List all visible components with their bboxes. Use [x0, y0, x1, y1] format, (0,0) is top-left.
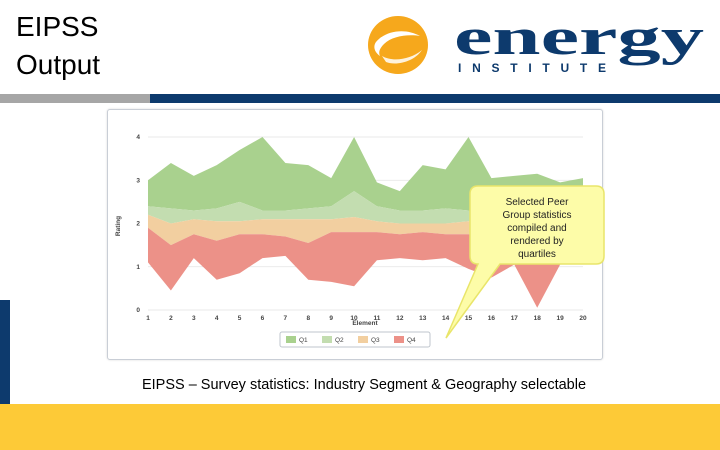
x-tick-label: 17	[511, 315, 519, 322]
legend-swatch-q4	[394, 336, 404, 343]
x-tick-label: 12	[396, 315, 404, 322]
chart-panel: 0 1 2 3 4 1 2 3 4 5 6 7 8 9 10 11 12 13 14 15 16 17 18 19 20 Rat…	[107, 109, 603, 360]
slide-title-line1: EIPSS	[16, 11, 99, 42]
y-axis-label: Rating	[115, 216, 122, 236]
x-tick-label: 10	[350, 315, 358, 322]
y-tick-label: 2	[136, 221, 140, 228]
chart-legend: Q1 Q2 Q3 Q4	[279, 331, 431, 348]
y-tick-label: 1	[136, 264, 140, 271]
x-tick-label: 18	[534, 315, 542, 322]
header-divider-navy	[150, 94, 720, 103]
slide-title: EIPSS Output	[16, 8, 156, 84]
y-tick-label: 3	[136, 177, 140, 184]
legend-box	[279, 331, 431, 348]
legend-label-q2: Q2	[335, 337, 344, 344]
legend-swatch-q2	[322, 336, 332, 343]
y-tick-label: 0	[136, 307, 140, 314]
left-accent-bar	[0, 300, 10, 418]
legend-label-q4: Q4	[407, 337, 416, 344]
x-tick-label: 20	[579, 315, 587, 322]
x-tick-label: 14	[442, 315, 450, 322]
x-axis-label: Element	[352, 320, 378, 327]
x-tick-label: 2	[169, 315, 173, 322]
x-tick-label: 11	[374, 315, 381, 322]
x-tick-label: 15	[465, 315, 473, 322]
x-tick-label: 7	[284, 315, 288, 322]
slide-title-line2: Output	[16, 49, 101, 80]
slide-caption: EIPSS – Survey statistics: Industry Segm…	[141, 377, 587, 393]
x-tick-label: 13	[419, 315, 427, 322]
legend-swatch-q3	[358, 336, 368, 343]
x-tick-label: 9	[329, 315, 333, 322]
logo-swirl-icon	[368, 16, 428, 74]
x-tick-label: 8	[306, 315, 310, 322]
energy-institute-logo: energy INSTITUTE	[368, 12, 704, 75]
legend-label-q3: Q3	[371, 337, 380, 344]
legend-label-q1: Q1	[299, 337, 308, 344]
x-tick-label: 4	[215, 315, 219, 322]
x-tick-label: 6	[261, 315, 265, 322]
legend-swatch-q1	[286, 336, 296, 343]
y-tick-label: 4	[136, 134, 140, 141]
x-tick-label: 5	[238, 315, 242, 322]
header-divider-gray	[0, 94, 150, 103]
x-tick-label: 1	[146, 315, 150, 322]
x-tick-label: 3	[192, 315, 196, 322]
x-tick-label: 19	[556, 315, 564, 322]
logo-wordmark: energy	[454, 12, 704, 66]
footer-band	[0, 404, 720, 450]
x-tick-label: 16	[488, 315, 496, 322]
chart-areas	[148, 137, 583, 308]
